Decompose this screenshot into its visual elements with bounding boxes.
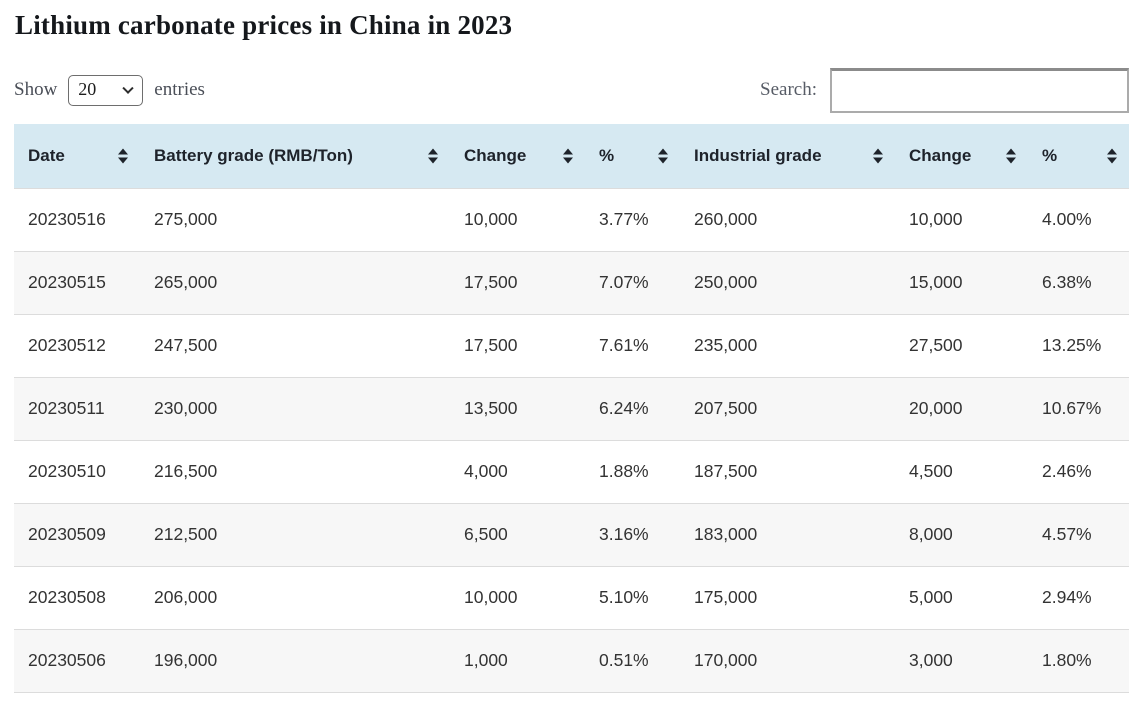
cell-change-industrial: 20,000 [909,398,963,418]
cell-change-industrial: 8,000 [909,524,953,544]
column-header-change-industrial[interactable]: Change [895,124,1028,188]
cell-battery-grade: 206,000 [154,587,218,607]
table-body: 20230516 275,000 10,000 3.77% 260,000 10,000 4… [14,188,1129,692]
column-header-percent-industrial[interactable]: % [1028,124,1129,188]
column-label: Date [28,145,65,165]
cell-change: 1,000 [464,650,508,670]
header-row: Date Battery grade (RMB/Ton) Change% Indust… [14,124,1129,188]
cell-percent-industrial: 2.46% [1042,461,1092,481]
cell-date: 20230509 [28,524,106,544]
cell-industrial-grade: 207,500 [694,398,758,418]
sort-both-icon [873,148,883,164]
cell-percent-industrial: 1.80% [1042,650,1092,670]
cell-industrial-grade: 183,000 [694,524,758,544]
cell-percent: 1.88% [599,461,649,481]
page-length-select[interactable]: 20 [68,74,144,106]
sort-both-icon [428,148,438,164]
show-label: Show [14,79,58,100]
cell-change-industrial: 3,000 [909,650,953,670]
table-row: 20230508 206,000 10,000 5.10% 175,000 5,000 2.… [14,566,1129,629]
cell-battery-grade: 275,000 [154,209,218,229]
cell-date: 20230510 [28,461,106,481]
cell-percent-industrial: 10.67% [1042,398,1102,418]
cell-percent: 3.16% [599,524,649,544]
cell-change-industrial: 27,500 [909,335,963,355]
column-label: % [599,145,615,165]
cell-percent: 7.61% [599,335,649,355]
cell-change: 10,000 [464,587,518,607]
search-input[interactable] [830,67,1129,113]
column-header-change[interactable]: Change [450,124,585,188]
entries-label: entries [154,79,205,100]
column-header-percent[interactable]: % [585,124,680,188]
cell-change-industrial: 15,000 [909,272,963,292]
cell-change-industrial: 4,500 [909,461,953,481]
column-header-battery-grade[interactable]: Battery grade (RMB/Ton) [140,124,450,188]
cell-change: 17,500 [464,335,518,355]
page-title: Lithium carbonate prices in China in 202… [15,10,513,40]
cell-percent: 3.77% [599,209,649,229]
cell-date: 20230511 [28,398,105,418]
cell-industrial-grade: 175,000 [694,587,758,607]
cell-percent: 7.07% [599,272,649,292]
column-label: % [1042,145,1058,165]
cell-industrial-grade: 235,000 [694,335,758,355]
cell-date: 20230512 [28,335,106,355]
sort-both-icon [658,148,668,164]
cell-battery-grade: 230,000 [154,398,218,418]
prices-table: Date Battery grade (RMB/Ton) Change% Indust… [14,124,1129,693]
table-row: 20230509 212,500 6,500 3.16% 183,000 8,000 4.5… [14,503,1129,566]
column-label: Change [464,145,527,165]
cell-change-industrial: 10,000 [909,209,963,229]
table-row: 20230506 196,000 1,000 0.51% 170,000 3,000 1.8… [14,629,1129,692]
cell-change: 13,500 [464,398,518,418]
table-row: 20230515 265,000 17,500 7.07% 250,000 15,000 6… [14,251,1129,314]
cell-date: 20230515 [28,272,106,292]
cell-date: 20230508 [28,587,106,607]
cell-industrial-grade: 260,000 [694,209,758,229]
cell-percent-industrial: 2.94% [1042,587,1092,607]
column-label: Battery grade (RMB/Ton) [154,145,353,165]
page-length-select-wrap: 20 [68,74,144,106]
cell-percent: 6.24% [599,398,649,418]
table-row: 20230510 216,500 4,000 1.88% 187,500 4,500 2.4… [14,440,1129,503]
cell-percent-industrial: 13.25% [1042,335,1102,355]
sort-both-icon [1006,148,1016,164]
cell-percent-industrial: 6.38% [1042,272,1092,292]
column-label: Industrial grade [694,145,822,165]
cell-percent: 0.51% [599,650,649,670]
cell-battery-grade: 265,000 [154,272,218,292]
sort-both-icon [563,148,573,164]
cell-battery-grade: 216,500 [154,461,218,481]
cell-change: 10,000 [464,209,518,229]
cell-battery-grade: 247,500 [154,335,218,355]
cell-date: 20230516 [28,209,106,229]
cell-change: 4,000 [464,461,508,481]
cell-industrial-grade: 170,000 [694,650,758,670]
column-label: Change [909,145,972,165]
cell-change-industrial: 5,000 [909,587,953,607]
table-row: 20230512 247,500 17,500 7.61% 235,000 27,500 1… [14,314,1129,377]
cell-battery-grade: 196,000 [154,650,218,670]
table-row: 20230511 230,000 13,500 6.24% 207,500 20,000 1… [14,377,1129,440]
search-control: Search: [760,67,1129,113]
search-label: Search: [760,79,817,100]
cell-date: 20230506 [28,650,106,670]
cell-change: 6,500 [464,524,508,544]
table-controls: Show 20 entries Search: [14,67,1129,113]
cell-percent-industrial: 4.00% [1042,209,1092,229]
cell-industrial-grade: 187,500 [694,461,758,481]
cell-industrial-grade: 250,000 [694,272,758,292]
table-row: 20230516 275,000 10,000 3.77% 260,000 10,000 4… [14,188,1129,251]
column-header-date[interactable]: Date [14,124,140,188]
page-length-control: Show 20 entries [14,74,205,106]
column-header-industrial-grade[interactable]: Industrial grade [680,124,895,188]
cell-percent: 5.10% [599,587,649,607]
cell-battery-grade: 212,500 [154,524,218,544]
cell-percent-industrial: 4.57% [1042,524,1092,544]
sort-both-icon [118,148,128,164]
sort-both-icon [1107,148,1117,164]
cell-change: 17,500 [464,272,518,292]
